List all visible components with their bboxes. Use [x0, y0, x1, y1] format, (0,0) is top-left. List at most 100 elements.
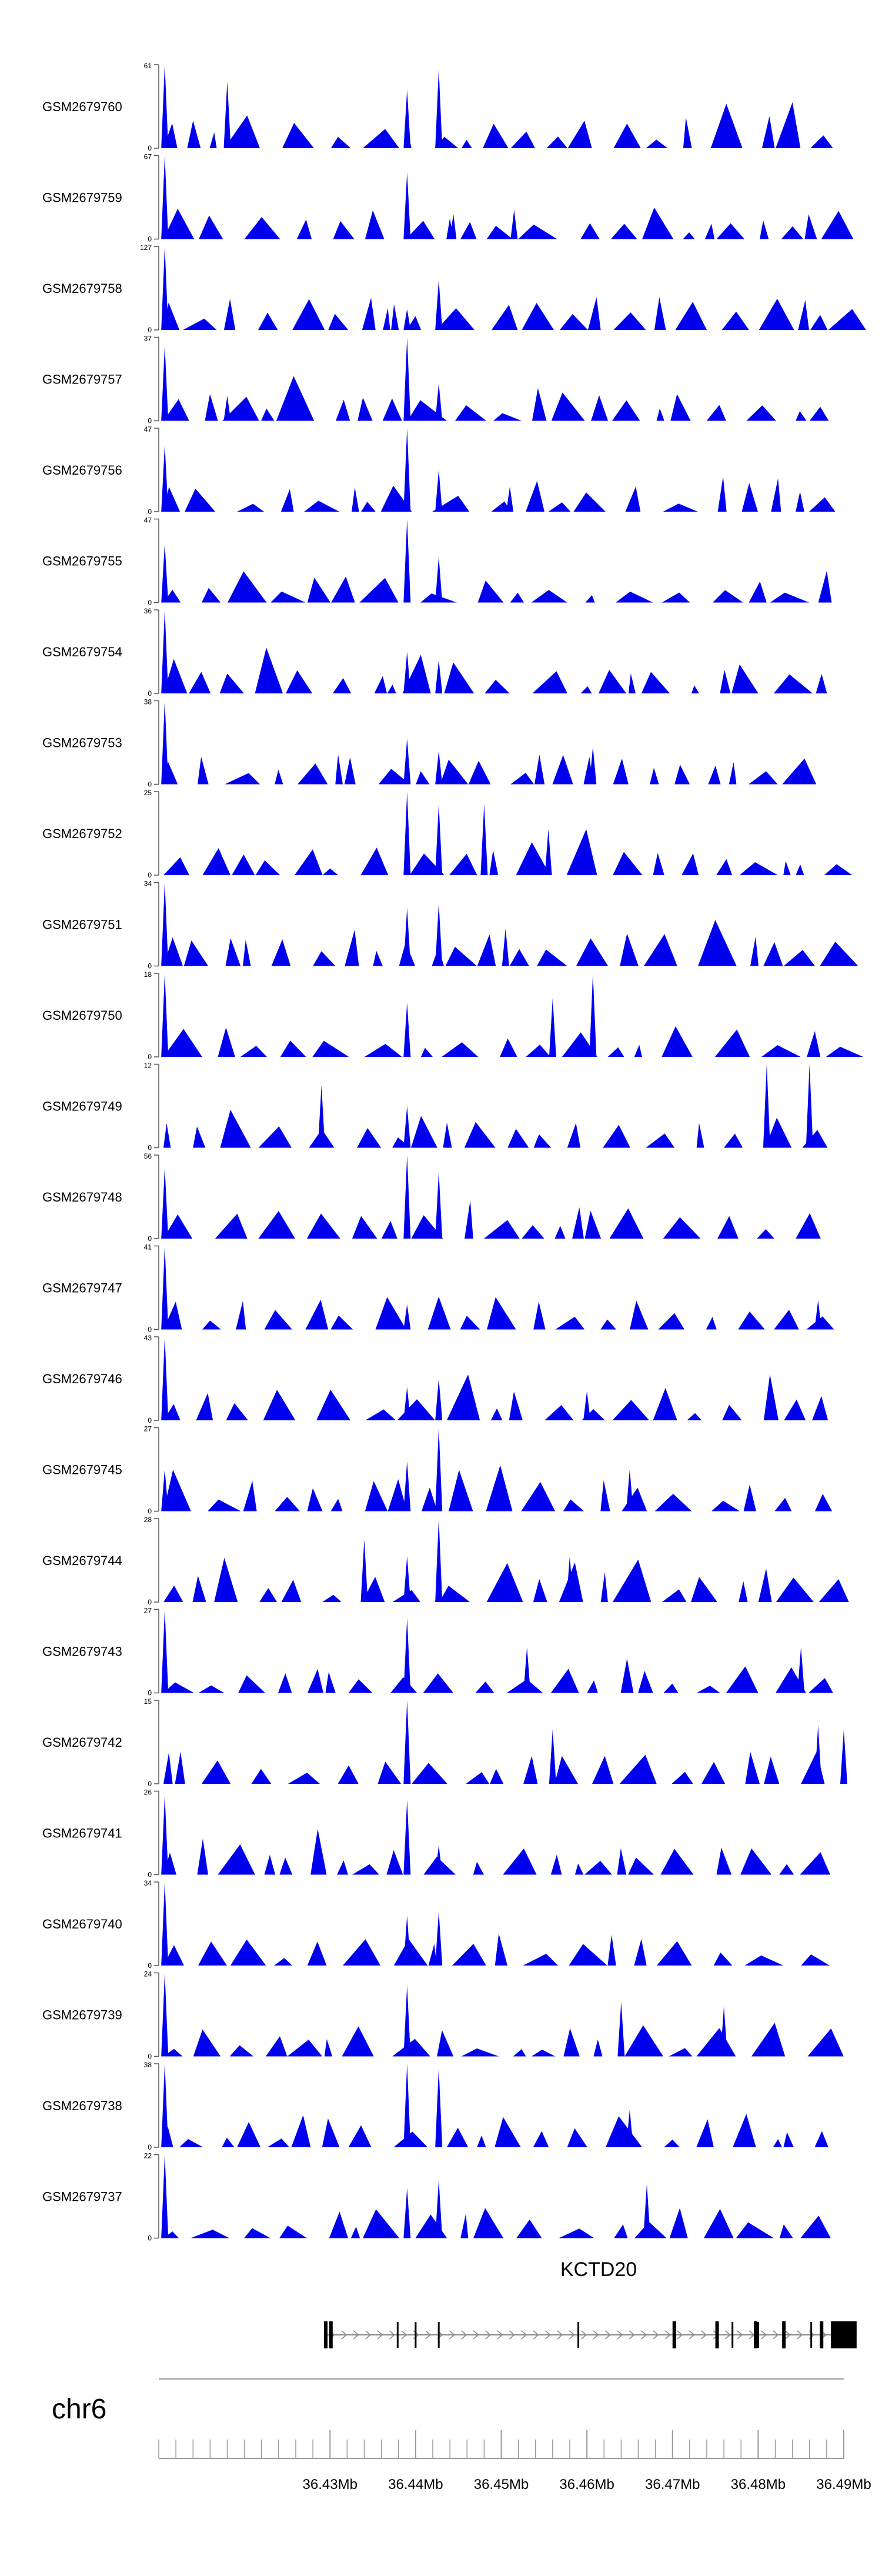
tick-label: 36.49Mb: [816, 2477, 871, 2492]
tick-label: 36.46Mb: [559, 2477, 614, 2492]
coverage-peak: [683, 117, 692, 148]
coverage-peak: [534, 755, 545, 785]
coverage-peak: [729, 762, 737, 785]
y-max-label: 24: [144, 1970, 152, 1978]
coverage-peak: [163, 937, 183, 966]
coverage-peak: [416, 771, 430, 785]
coverage-peak: [363, 2209, 400, 2238]
track: GSM2679745 27 0: [42, 1425, 833, 1516]
track-label: GSM2679753: [42, 736, 122, 750]
coverage-peak: [163, 1029, 202, 1057]
coverage-peak: [486, 225, 513, 239]
coverage-peak: [782, 758, 817, 785]
y-max-label: 41: [144, 1243, 152, 1252]
coverage-peak: [477, 934, 496, 966]
signal-peak: [161, 973, 169, 1057]
coverage-area: [161, 246, 866, 330]
signal-peak: [763, 1064, 770, 1148]
coverage-peak: [264, 1310, 292, 1330]
signal-peak: [435, 750, 443, 785]
coverage-peak: [670, 394, 691, 421]
y-max-label: 26: [144, 1788, 152, 1797]
coverage-peak: [224, 115, 260, 148]
coverage-peak: [662, 1589, 687, 1602]
coverage-peak: [526, 481, 544, 512]
coverage-area: [161, 1795, 830, 1875]
signal-peak: [435, 1911, 443, 1966]
strand-arrow: [509, 2330, 515, 2340]
signal-peak: [223, 81, 231, 148]
coverage-peak: [330, 136, 351, 148]
y-axis: 37 0: [144, 335, 159, 425]
coverage-peak: [237, 503, 265, 512]
coverage-peak: [818, 1579, 849, 1602]
coverage-peak: [332, 678, 352, 693]
coverage-peak: [774, 1310, 799, 1330]
coverage-peak: [267, 2138, 289, 2147]
coverage-peak: [619, 1754, 657, 1784]
coverage-peak: [537, 949, 567, 966]
coverage-peak: [820, 942, 858, 966]
coverage-peak: [708, 765, 721, 785]
coverage-peak: [625, 486, 641, 512]
coverage-peak: [810, 135, 833, 148]
coverage-peak: [483, 124, 509, 148]
coverage-peak: [415, 2214, 447, 2238]
signal-peak: [403, 1304, 411, 1330]
signal-peak: [403, 428, 411, 512]
coverage-peak: [337, 1860, 348, 1875]
y-axis: 27 0: [144, 1425, 159, 1516]
track: GSM2679744 28 0: [42, 1516, 849, 1606]
coverage-peak: [628, 1857, 654, 1875]
signal-peak: [403, 337, 411, 421]
coverage-peak: [275, 1497, 300, 1511]
y-min-label: 0: [148, 1507, 152, 1516]
gene-exon: [754, 2321, 758, 2348]
coverage-peak: [222, 396, 259, 421]
coverage-peak: [776, 1577, 814, 1602]
coverage-peak: [237, 2121, 261, 2147]
coverage-peak: [163, 1123, 171, 1148]
strand-arrow: [521, 2330, 527, 2340]
coverage-peak: [546, 136, 568, 148]
signal-peak: [480, 804, 488, 875]
coverage-peak: [345, 929, 359, 966]
strand-arrow: [641, 2330, 647, 2340]
coverage-peak: [352, 487, 359, 512]
signal-peak: [446, 218, 454, 239]
coverage-peak: [681, 853, 699, 875]
track: GSM2679747 41 0: [42, 1243, 834, 1334]
coverage-peak: [338, 1765, 359, 1784]
signal-peak: [403, 1106, 411, 1148]
coverage-peak: [163, 208, 195, 239]
coverage-peak: [774, 1497, 792, 1511]
coverage-peak: [814, 2131, 828, 2147]
coverage-area: [161, 65, 833, 148]
coverage-peak: [691, 685, 700, 693]
coverage-peak: [198, 756, 209, 785]
coverage-peak: [605, 2116, 643, 2147]
coverage-peak: [383, 308, 390, 330]
signal-peak: [161, 65, 169, 148]
signal-peak: [435, 1845, 443, 1875]
coverage-peak: [706, 405, 726, 421]
y-axis: 12 0: [144, 1062, 159, 1152]
coverage-peak: [796, 411, 807, 421]
strand-arrow: [724, 2330, 731, 2340]
coverage-peak: [738, 1312, 765, 1330]
coverage-peak: [533, 1579, 547, 1602]
track: GSM2679756 47 0: [42, 425, 836, 516]
coverage-peak: [523, 1756, 538, 1784]
coverage-peak: [420, 1047, 433, 1057]
coverage-peak: [521, 1481, 556, 1511]
track: GSM2679755 47 0: [42, 516, 832, 607]
y-min-label: 0: [148, 1053, 152, 1061]
y-max-label: 38: [144, 2061, 152, 2069]
coverage-peak: [650, 768, 659, 785]
signal-peak: [161, 882, 169, 966]
coverage-peak: [548, 502, 571, 512]
strand-arrow: [664, 2330, 671, 2340]
strand-arrow: [737, 2330, 743, 2340]
signal-peak: [435, 903, 443, 966]
coverage-peak: [654, 1493, 692, 1511]
